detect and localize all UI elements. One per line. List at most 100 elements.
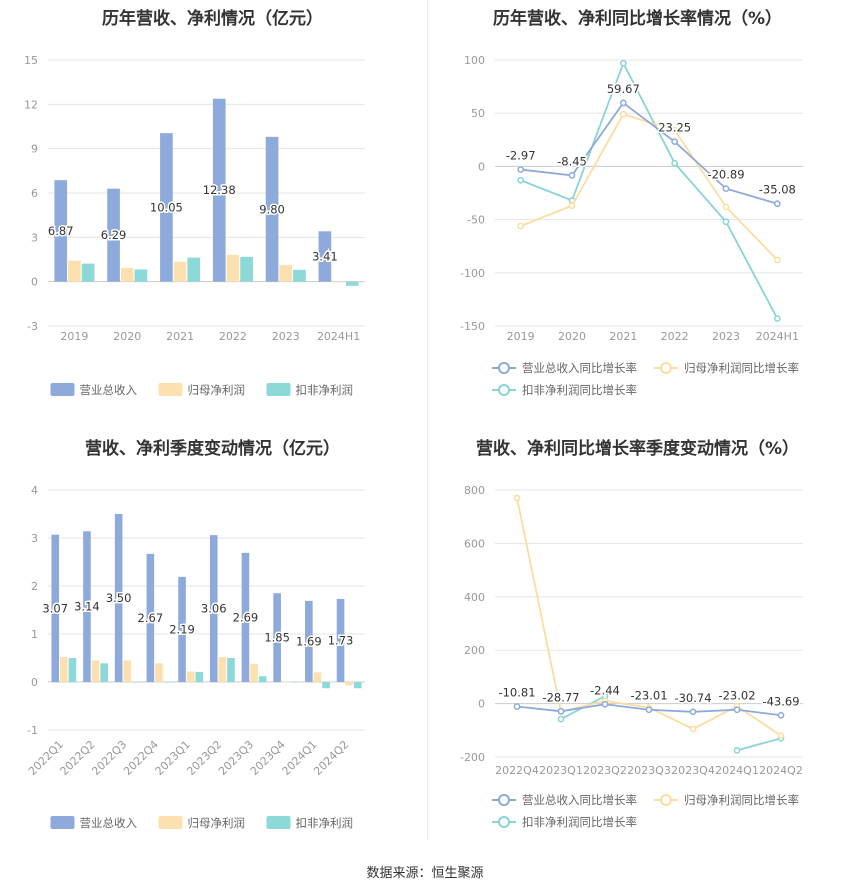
y-tick-label: 6 — [31, 187, 38, 200]
bar — [132, 682, 140, 683]
bar — [318, 231, 332, 282]
bar — [51, 534, 60, 682]
y-tick-label: -3 — [27, 320, 38, 333]
bar — [212, 98, 226, 282]
y-tick-label: 0 — [31, 276, 38, 289]
y-tick-label: 1 — [31, 628, 38, 641]
data-point — [689, 708, 697, 716]
y-tick-label: -50 — [467, 214, 485, 227]
bar — [226, 254, 240, 282]
point-value-label: -35.08 — [759, 183, 796, 197]
legend-label: 营业总收入同比增长率 — [522, 361, 637, 375]
x-tick-label: 2022Q4 — [495, 764, 539, 777]
bar — [265, 136, 279, 282]
legend-label: 归母净利润同比增长率 — [684, 793, 799, 807]
legend-label: 营业总收入 — [80, 816, 138, 830]
x-tick-label: 2021 — [166, 330, 194, 343]
bar — [218, 657, 227, 682]
bar — [107, 188, 120, 282]
y-tick-label: 3 — [31, 532, 38, 545]
series-line — [520, 113, 778, 261]
annual-growth-panel: 历年营收、净利同比增长率情况（%） -150 -100 -50 0 50 100 -2.97… — [425, 0, 850, 430]
point-value-label: -28.77 — [542, 690, 579, 704]
x-tick-label: 2020 — [113, 330, 141, 343]
bar — [273, 593, 281, 682]
bar — [240, 256, 253, 282]
bar — [305, 600, 313, 682]
bar — [195, 671, 204, 682]
quarterly-growth-chart: -200 0 200 400 600 800 -10.81 -28.77 -2.44 -23.01… — [460, 484, 803, 829]
legend-swatch-marker — [660, 794, 672, 806]
data-point — [645, 706, 653, 714]
bar — [353, 682, 362, 689]
annual-revenue-profit-chart: -3 0 3 6 9 12 15 6.87 6.29 10.05 12.38 9.80 3.41 2019… — [24, 54, 365, 397]
data-point — [671, 126, 679, 134]
bar — [68, 260, 81, 282]
quarterly-growth-panel: 营收、净利同比增长率季度变动情况（%） -200 0 200 400 600 800 -10… — [425, 430, 850, 860]
bar-value-label: 2.69 — [233, 610, 259, 624]
legend-label: 归母净利润同比增长率 — [684, 361, 799, 375]
bar — [258, 676, 267, 682]
bar — [60, 657, 68, 682]
data-point — [619, 99, 627, 107]
bar — [83, 531, 91, 682]
data-point — [773, 200, 781, 208]
bar — [54, 180, 68, 282]
point-value-label: -20.89 — [707, 168, 744, 182]
y-tick-label: 800 — [464, 484, 485, 497]
x-tick-label: 2023Q1 — [539, 764, 583, 777]
data-point — [568, 202, 576, 210]
legend-swatch-marker — [498, 362, 510, 374]
x-tick-label: 2020 — [558, 330, 586, 343]
bar — [100, 663, 108, 682]
x-tick-label: 2023Q4 — [671, 764, 715, 777]
legend-swatch — [266, 383, 291, 396]
legend-label: 营业总收入 — [80, 383, 138, 397]
data-point — [568, 172, 576, 179]
chart-title: 营收、净利同比增长率季度变动情况（%） — [475, 439, 800, 459]
legend-label: 营业总收入同比增长率 — [522, 793, 637, 807]
data-point — [557, 707, 565, 715]
bar — [120, 267, 134, 282]
legend-swatch — [158, 816, 183, 829]
bar — [345, 682, 353, 686]
data-source: 数据来源：恒生聚源 — [366, 866, 484, 881]
bar-value-label: 3.50 — [106, 591, 132, 605]
x-tick-label: 2019 — [60, 330, 88, 343]
chart-title: 历年营收、净利同比增长率情况（%） — [492, 9, 783, 29]
chart-title: 历年营收、净利情况（亿元） — [102, 9, 323, 29]
y-tick-label: 12 — [24, 98, 38, 111]
annual-growth-chart: -150 -100 -50 0 50 100 -2.97 -8.45 59.67 23.25 -20… — [460, 54, 803, 397]
bar-value-label: 3.14 — [74, 600, 100, 614]
bar — [146, 553, 155, 682]
legend-swatch — [158, 383, 183, 396]
data-point — [722, 218, 730, 226]
point-value-label: -30.74 — [674, 691, 711, 705]
data-point — [557, 715, 565, 723]
point-value-label: -23.02 — [718, 689, 755, 703]
y-tick-label: 50 — [471, 107, 485, 120]
data-point — [689, 725, 697, 733]
data-point — [619, 59, 627, 67]
x-tick-label: 2024Q2 — [311, 738, 351, 778]
bar — [123, 660, 132, 682]
legend-swatch-marker — [498, 384, 510, 396]
bar-value-label: 9.80 — [259, 202, 285, 216]
point-value-label: 59.67 — [607, 82, 640, 96]
data-point — [517, 166, 525, 173]
bar — [281, 682, 290, 683]
legend-label: 归母净利润 — [188, 383, 246, 397]
point-value-label: 23.25 — [658, 121, 691, 135]
bar-value-label: 10.05 — [150, 200, 183, 214]
data-point — [513, 703, 521, 710]
x-tick-label: 2024H1 — [317, 330, 360, 343]
bar — [173, 261, 187, 282]
bar — [332, 281, 345, 283]
data-point — [619, 110, 627, 118]
legend-swatch-marker — [498, 794, 510, 806]
bar — [250, 663, 258, 682]
data-point — [671, 138, 679, 146]
bar — [293, 269, 306, 282]
x-tick-label: 2024H1 — [756, 330, 799, 343]
bar — [290, 682, 299, 683]
